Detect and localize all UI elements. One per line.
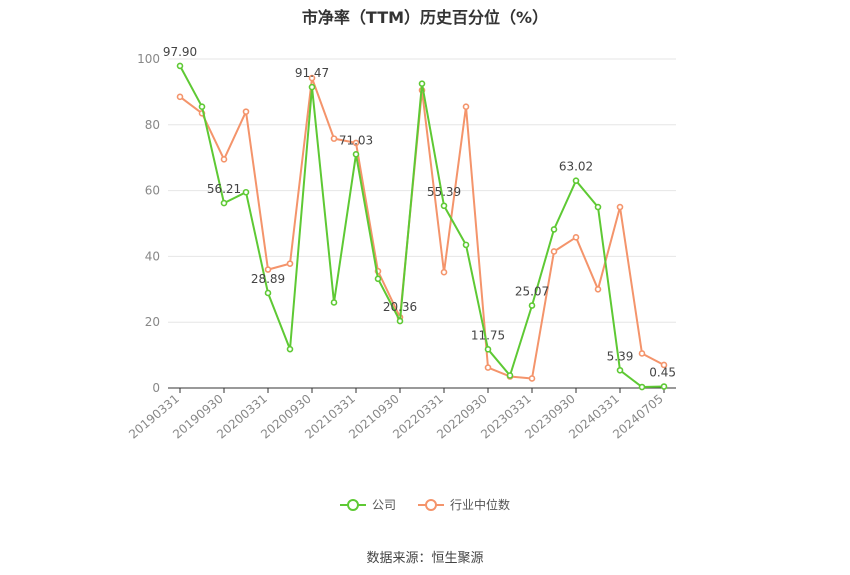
legend-industry-marker-icon xyxy=(418,498,444,511)
data-point xyxy=(242,188,250,196)
data-label: 28.89 xyxy=(251,272,285,286)
data-point xyxy=(308,83,316,91)
data-point xyxy=(264,289,272,297)
data-point xyxy=(176,62,184,70)
data-point xyxy=(264,266,272,273)
data-label: 0.45 xyxy=(649,366,676,380)
data-label: 56.21 xyxy=(207,182,241,196)
series-line-0 xyxy=(179,65,665,388)
data-point xyxy=(396,317,404,325)
data-label: 63.02 xyxy=(559,160,593,174)
data-point xyxy=(616,203,624,211)
data-point xyxy=(638,350,646,357)
data-point xyxy=(242,108,250,115)
data-point xyxy=(330,299,338,306)
data-point xyxy=(352,151,360,158)
y-tick-label: 0 xyxy=(152,381,160,395)
data-point xyxy=(286,260,294,267)
data-point xyxy=(176,93,184,101)
data-point xyxy=(528,375,536,382)
data-point xyxy=(308,74,316,82)
data-point xyxy=(418,80,426,87)
y-tick-label: 20 xyxy=(145,315,160,329)
data-point xyxy=(660,361,668,369)
data-label: 20.36 xyxy=(383,300,417,314)
chart-title: 市净率（TTM）历史百分位（%） xyxy=(301,8,549,27)
data-label: 97.90 xyxy=(163,45,197,59)
data-point xyxy=(352,139,360,147)
y-tick-label: 80 xyxy=(145,118,160,132)
data-point xyxy=(638,383,646,391)
data-point xyxy=(374,275,382,283)
y-tick-label: 100 xyxy=(137,52,160,66)
data-source: 数据来源：恒生聚源 xyxy=(366,551,484,566)
legend: 公司 行业中位数 xyxy=(0,496,850,513)
data-label: 91.47 xyxy=(295,66,329,80)
data-point xyxy=(594,203,602,211)
data-point xyxy=(506,372,514,379)
data-point xyxy=(220,199,228,207)
legend-label-company: 公司 xyxy=(371,498,396,512)
data-point xyxy=(572,234,580,241)
data-point xyxy=(572,177,580,184)
data-point xyxy=(616,366,624,374)
data-label: 71.03 xyxy=(339,133,373,147)
data-point xyxy=(220,156,228,163)
data-point xyxy=(286,345,294,353)
data-point xyxy=(528,302,536,309)
data-point xyxy=(660,383,668,390)
data-point xyxy=(484,364,492,371)
legend-label-industry-median: 行业中位数 xyxy=(450,498,511,512)
data-point xyxy=(550,248,558,255)
data-point xyxy=(550,226,558,233)
legend-item-company[interactable]: 公司 xyxy=(339,496,396,513)
data-label: 55.39 xyxy=(427,185,461,199)
data-point xyxy=(462,241,470,249)
legend-company-marker-icon xyxy=(339,498,366,511)
legend-item-industry-median[interactable]: 行业中位数 xyxy=(418,496,510,513)
series-line-1 xyxy=(179,77,665,380)
data-point xyxy=(440,202,448,210)
data-label: 11.75 xyxy=(471,328,505,342)
data-point xyxy=(484,346,492,353)
data-point xyxy=(330,135,338,142)
data-point xyxy=(198,103,206,111)
y-tick-label: 40 xyxy=(145,249,160,263)
data-point xyxy=(462,103,470,111)
y-tick-label: 60 xyxy=(145,184,160,198)
data-label: 25.07 xyxy=(515,285,549,299)
data-label: 5.39 xyxy=(607,349,634,363)
data-point xyxy=(594,285,602,293)
data-point xyxy=(440,268,448,276)
